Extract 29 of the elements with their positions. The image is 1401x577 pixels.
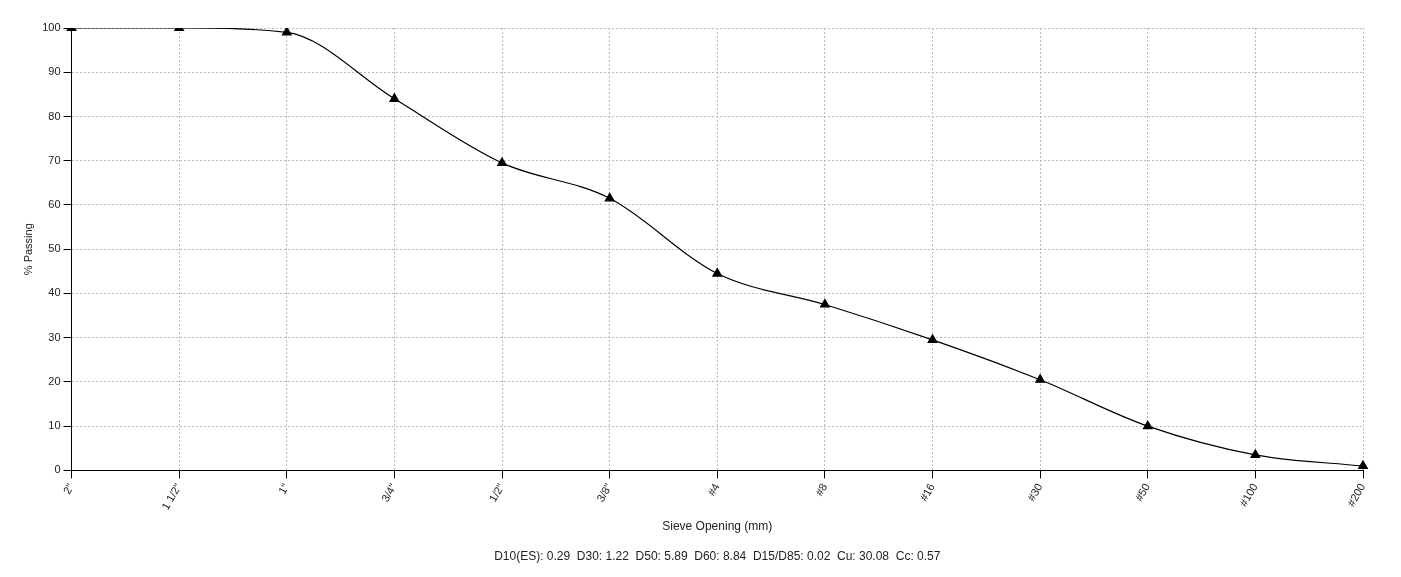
point <box>1358 460 1368 470</box>
x-tick-label: 2" <box>60 481 76 496</box>
y-tick-label: 50 <box>48 242 61 255</box>
point <box>1250 449 1261 459</box>
y-tick-label: 40 <box>48 286 61 299</box>
point <box>281 28 292 36</box>
text: D10(ES): 0.29 D30: 1.22 D50: 5.89 D60: 8.84 D15/D85: 0.02 Cu: 30.08 Cc: 0.57 <box>494 549 941 563</box>
point <box>604 192 615 202</box>
y-tick-label: 60 <box>48 198 61 210</box>
point <box>819 298 830 308</box>
point <box>712 267 723 277</box>
y-tick-label: 100 <box>42 21 61 34</box>
point <box>389 93 400 102</box>
x-tick-label: 1" <box>275 481 292 496</box>
point <box>1142 420 1153 430</box>
y-tick-label: 80 <box>48 109 61 122</box>
y-tick-label: 20 <box>48 374 61 387</box>
y-tick-label: 0 <box>54 463 61 476</box>
x-tick-label: #4 <box>705 481 722 498</box>
y-axis-title: % Passing <box>21 223 34 276</box>
y-tick-label: 90 <box>48 65 61 78</box>
y-tick-label: 10 <box>48 419 61 432</box>
point <box>497 157 507 167</box>
point <box>927 334 938 344</box>
x-axis-title: Sieve Opening (mm) <box>662 519 773 534</box>
x-tick-label: #8 <box>812 481 830 498</box>
y-tick-label: 70 <box>48 153 61 166</box>
point <box>1035 374 1046 383</box>
y-tick-label: 30 <box>48 330 61 343</box>
